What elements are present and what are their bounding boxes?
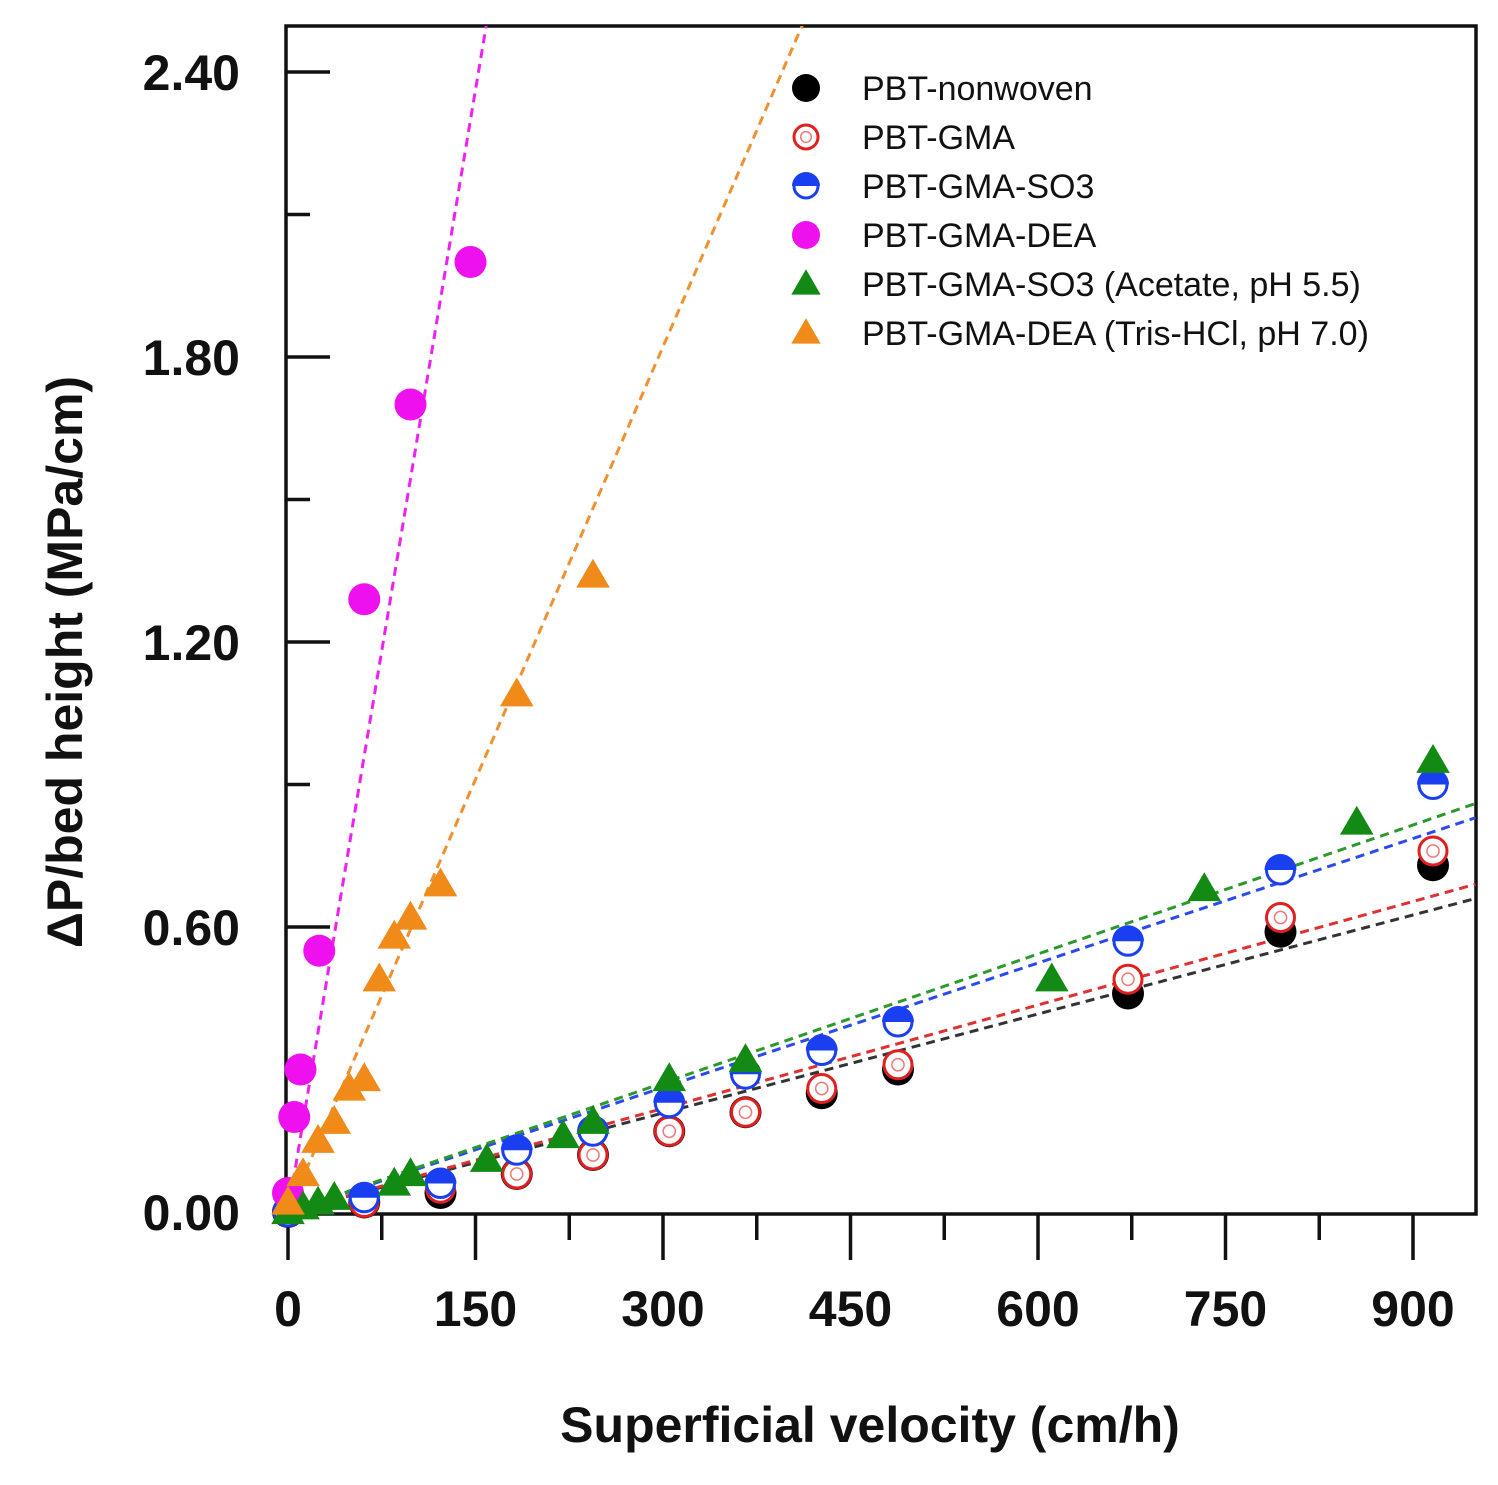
data-point-series-2 — [1264, 854, 1297, 886]
data-point-series-4 — [1187, 872, 1222, 902]
data-point-series-4 — [1416, 743, 1450, 773]
data-point-series-4 — [393, 1157, 428, 1187]
data-point-series-5 — [332, 1071, 367, 1101]
data-point-series-3 — [303, 934, 336, 967]
x-tick-label: 0 — [274, 1281, 302, 1337]
data-point-series-1 — [806, 1073, 838, 1104]
data-point-series-2 — [348, 1181, 381, 1214]
data-point-series-5 — [317, 1104, 352, 1134]
data-point-series-1 — [577, 1139, 609, 1171]
data-point-series-2 — [805, 1034, 838, 1066]
data-point-series-3 — [348, 583, 381, 616]
legend-label: PBT-nonwoven — [862, 70, 1093, 108]
data-point-series-5 — [377, 919, 412, 949]
data-point-series-3 — [278, 1101, 311, 1133]
data-point-series-1 — [1112, 963, 1144, 995]
data-point-series-4 — [317, 1180, 352, 1210]
x-tick-label: 750 — [1184, 1281, 1267, 1337]
y-tick-label: 1.80 — [143, 330, 240, 386]
x-tick-label: 150 — [434, 1281, 517, 1337]
data-point-series-5 — [286, 1157, 320, 1187]
data-point-series-5 — [362, 962, 397, 992]
legend-marker — [792, 123, 820, 151]
legend-label: PBT-GMA-DEA — [862, 217, 1097, 255]
legend-label: PBT-GMA — [862, 119, 1015, 157]
data-point-series-4 — [728, 1043, 763, 1073]
data-point-series-4 — [1339, 805, 1374, 835]
legend-marker — [791, 269, 821, 295]
data-point-series-4 — [1034, 962, 1069, 992]
data-point-series-2 — [424, 1167, 457, 1199]
data-point-series-4 — [576, 1104, 610, 1134]
y-tick-label: 0.00 — [143, 1185, 240, 1241]
data-point-series-4 — [469, 1142, 504, 1172]
data-point-series-2 — [882, 1006, 914, 1038]
fit-line-series-3 — [286, 26, 488, 1213]
legend-marker — [791, 318, 821, 344]
fit-line-series-5 — [286, 26, 804, 1213]
x-axis-title: Superficial velocity (cm/h) — [560, 1397, 1180, 1453]
x-tick-label: 900 — [1371, 1281, 1454, 1337]
fit-line-series-0 — [287, 897, 1476, 1214]
data-point-series-1 — [882, 1049, 914, 1081]
data-point-series-3 — [394, 388, 427, 421]
x-tick-label: 450 — [809, 1281, 892, 1337]
data-point-series-5 — [301, 1123, 335, 1153]
data-point-series-2 — [1112, 925, 1144, 957]
legend-marker — [792, 172, 820, 200]
data-point-series-2 — [500, 1134, 533, 1166]
legend-marker — [792, 221, 820, 249]
data-point-series-5 — [347, 1062, 382, 1092]
data-point-series-1 — [653, 1115, 685, 1147]
data-point-series-1 — [1417, 835, 1449, 867]
data-point-series-5 — [499, 677, 534, 707]
legend-label: PBT-GMA-SO3 (Acetate, pH 5.5) — [862, 266, 1361, 304]
data-point-series-5 — [393, 900, 428, 930]
legend-label: PBT-GMA-DEA (Tris-HCl, pH 7.0) — [862, 315, 1369, 353]
data-point-series-4 — [377, 1166, 412, 1196]
legend: PBT-nonwoven PBT-GMA PBT-GMA-SO3 PBT-GMA-DE… — [791, 70, 1369, 353]
data-point-series-3 — [284, 1053, 317, 1086]
data-point-series-5 — [423, 867, 458, 897]
x-tick-label: 600 — [996, 1281, 1079, 1337]
y-tick-label: 2.40 — [143, 45, 240, 101]
y-axis-title: ΔP/bed height (MPa/cm) — [37, 376, 93, 948]
data-point-series-1 — [730, 1096, 761, 1128]
data-point-series-1 — [1265, 902, 1296, 933]
y-tick-label: 0.60 — [143, 900, 240, 956]
y-tick-label: 1.20 — [143, 615, 240, 671]
data-point-series-5 — [271, 1185, 305, 1215]
data-point-series-3 — [454, 246, 487, 278]
data-point-series-5 — [576, 558, 610, 588]
data-point-series-4 — [546, 1119, 580, 1149]
legend-marker — [792, 74, 820, 102]
legend-label: PBT-GMA-SO3 — [862, 168, 1094, 206]
x-tick-label: 300 — [621, 1281, 704, 1337]
plot-frame — [284, 24, 1478, 1216]
data-point-series-4 — [652, 1062, 687, 1092]
